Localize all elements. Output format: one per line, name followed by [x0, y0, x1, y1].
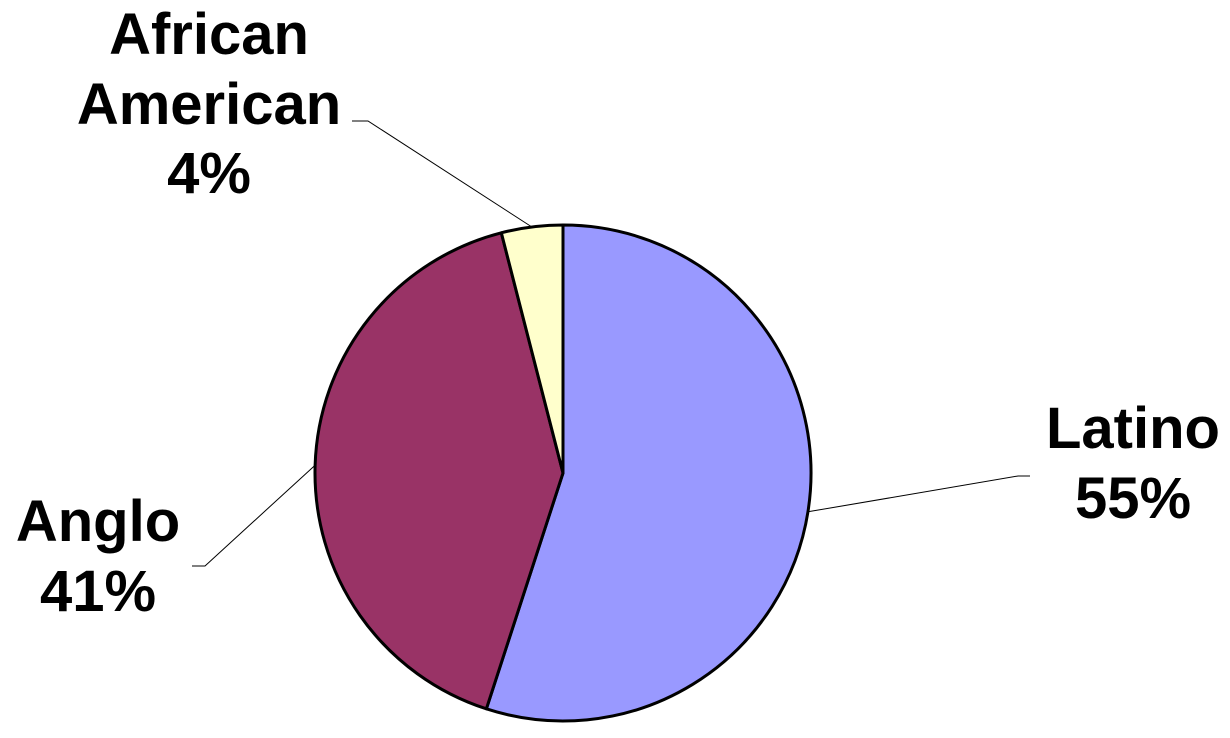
slice-label-name: Latino: [1046, 396, 1220, 461]
leader-lines: [192, 120, 1030, 567]
slice-label-percent: 41%: [39, 558, 157, 624]
label-latino: Latino 55%: [1036, 394, 1230, 533]
label-african-american: African American 4%: [70, 0, 348, 209]
slice-label-percent: 4%: [167, 141, 251, 207]
leader-line-african-american: [352, 120, 533, 228]
pie-slices: [313, 223, 813, 723]
slice-label-name-line1: African: [109, 2, 309, 67]
pie-slice-anglo: [313, 231, 565, 711]
leader-line-anglo: [192, 464, 316, 567]
label-anglo: Anglo 41%: [0, 487, 196, 626]
slice-label-percent: 55%: [1074, 465, 1192, 531]
slice-label-name-line2: American: [76, 71, 342, 137]
slice-label-name: Anglo: [15, 489, 181, 554]
leader-line-latino: [807, 475, 1030, 513]
pie-slice-african-american: [499, 223, 565, 475]
